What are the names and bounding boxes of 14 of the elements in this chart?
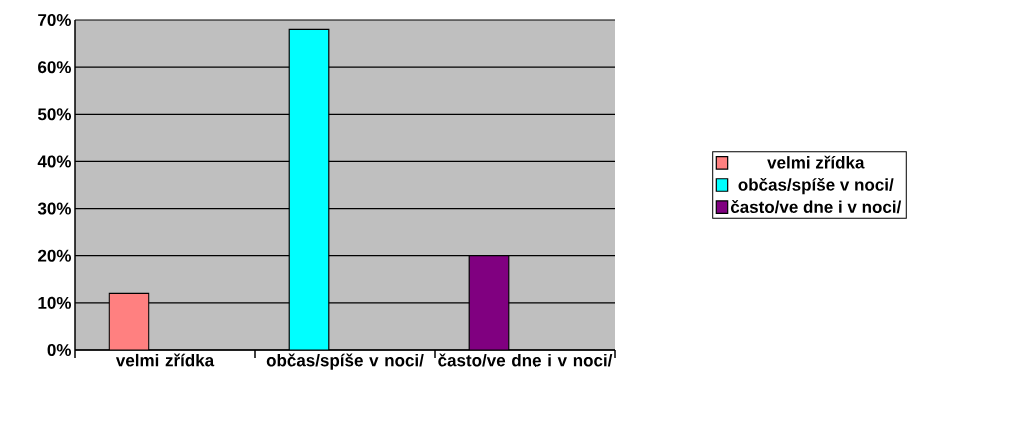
y-tick-label: 30%	[37, 202, 72, 215]
y-tick-label: 20%	[38, 249, 72, 262]
y-tick-label: 40%	[37, 155, 72, 168]
legend-label: často/ve dne i v noci/	[730, 200, 902, 214]
y-tick-label: 0%	[47, 343, 72, 357]
y-tick-label: 50%	[37, 108, 72, 121]
y-tick-label: 10%	[38, 296, 72, 309]
y-tick-label: 70%	[38, 13, 72, 27]
y-tick-label: 60%	[38, 61, 72, 74]
legend-label: občas/spíše v noci/	[738, 177, 894, 195]
legend-label: velmi zřídka	[767, 155, 865, 169]
x-tick-label: velmi zřídka	[115, 353, 215, 367]
x-tick-label: občas/spíše v noci/	[266, 353, 424, 370]
x-tick-label: často/ve dne i v noci/	[438, 353, 613, 367]
